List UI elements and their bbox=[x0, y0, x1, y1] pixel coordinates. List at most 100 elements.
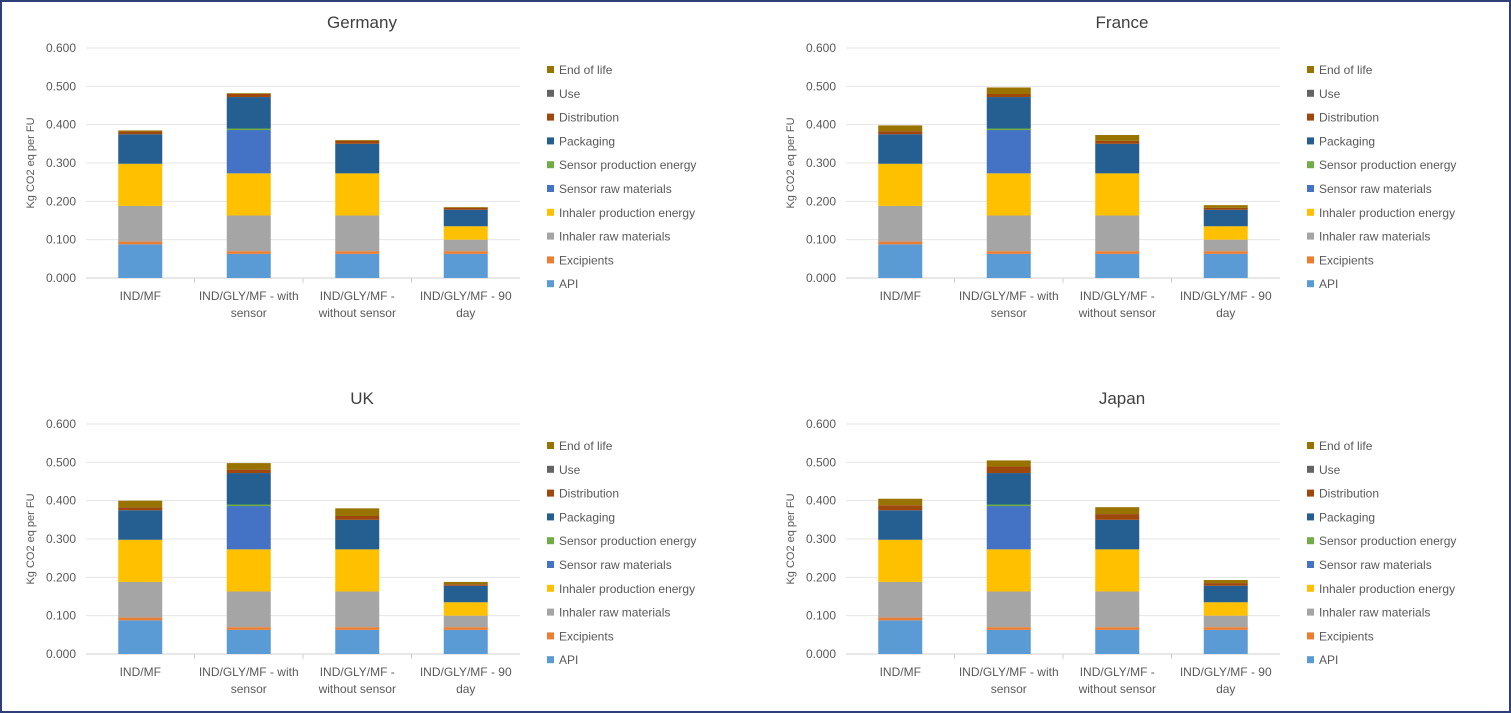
bar-segment-excipients bbox=[1203, 251, 1248, 254]
legend-label: Excipients bbox=[1319, 253, 1374, 267]
legend-label: End of life bbox=[559, 439, 613, 453]
x-tick-label: IND/MF bbox=[880, 665, 921, 679]
legend-swatch bbox=[547, 280, 554, 288]
bar-segment-inhaler-raw-materials bbox=[118, 581, 163, 618]
bar-segment-inhaler-production-energy bbox=[1203, 226, 1248, 240]
bar-segment-sensor-production-energy bbox=[986, 504, 1031, 507]
legend-item: Sensor raw materials bbox=[547, 558, 672, 572]
legend-label: Use bbox=[559, 463, 581, 477]
legend-label: End of life bbox=[1319, 63, 1373, 77]
bar-segment-excipients bbox=[118, 241, 163, 245]
y-tick-label: 0.600 bbox=[806, 41, 836, 55]
legend-label: Use bbox=[559, 87, 581, 101]
bar-segment-end-of-life bbox=[443, 207, 488, 208]
legend-item: Sensor production energy bbox=[1307, 158, 1456, 172]
legend-item: Distribution bbox=[547, 487, 619, 501]
bar-segment-inhaler-production-energy bbox=[878, 163, 923, 206]
chart-title: France bbox=[1096, 13, 1149, 32]
y-tick-label: 0.300 bbox=[46, 156, 76, 170]
legend-swatch bbox=[1307, 656, 1314, 664]
bar-segment-inhaler-raw-materials bbox=[118, 205, 163, 242]
legend-item: API bbox=[547, 653, 578, 667]
legend-swatch bbox=[547, 185, 554, 192]
bar-segment-distribution bbox=[443, 207, 488, 210]
bar-segment-end-of-life bbox=[986, 460, 1031, 467]
legend-label: Distribution bbox=[559, 111, 619, 125]
legend-swatch bbox=[1307, 137, 1314, 145]
bar-segment-inhaler-production-energy bbox=[986, 549, 1031, 592]
legend-item: Packaging bbox=[547, 134, 615, 148]
bar-segment-api bbox=[118, 244, 163, 278]
bar-segment-inhaler-raw-materials bbox=[878, 205, 923, 242]
legend-swatch bbox=[547, 465, 554, 473]
legend-swatch bbox=[1307, 89, 1314, 97]
legend-swatch bbox=[1307, 185, 1314, 192]
legend-item: Inhaler production energy bbox=[1307, 582, 1455, 596]
bar-segment-excipients bbox=[1095, 627, 1140, 630]
legend-label: Distribution bbox=[1319, 487, 1379, 501]
y-tick-label: 0.100 bbox=[806, 609, 836, 623]
bar-segment-api bbox=[118, 620, 163, 654]
bar-segment-distribution bbox=[1095, 514, 1140, 520]
legend-label: Inhaler raw materials bbox=[559, 230, 670, 244]
legend-swatch bbox=[1307, 632, 1314, 640]
legend-swatch bbox=[547, 608, 554, 616]
legend-label: Sensor production energy bbox=[559, 534, 696, 548]
bar-segment-packaging bbox=[1095, 519, 1140, 550]
y-tick-label: 0.400 bbox=[46, 118, 76, 132]
legend-item: Sensor raw materials bbox=[547, 182, 672, 196]
bar-segment-api bbox=[226, 629, 271, 654]
legend: End of life Use Distribution Packaging Senso… bbox=[547, 439, 696, 667]
legend-item: Distribution bbox=[547, 111, 619, 125]
legend-item: End of life bbox=[547, 63, 613, 77]
y-tick-label: 0.500 bbox=[46, 79, 76, 93]
legend-label: End of life bbox=[559, 63, 613, 77]
legend-item: End of life bbox=[547, 439, 613, 453]
bar-segment-distribution bbox=[118, 507, 163, 511]
bar-segment-inhaler-raw-materials bbox=[443, 615, 488, 628]
legend-item: Packaging bbox=[547, 510, 615, 524]
y-tick-label: 0.600 bbox=[46, 41, 76, 55]
legend-swatch bbox=[547, 232, 554, 240]
bar-segment-distribution bbox=[226, 94, 271, 98]
bar-segment-inhaler-raw-materials bbox=[1203, 615, 1248, 628]
bar-segment-inhaler-raw-materials bbox=[1203, 239, 1248, 252]
chart-title: UK bbox=[350, 389, 374, 408]
legend-label: Inhaler raw materials bbox=[1319, 230, 1430, 244]
bar-segment-inhaler-raw-materials bbox=[335, 215, 380, 252]
legend-swatch bbox=[1307, 465, 1314, 473]
bar-segment-inhaler-raw-materials bbox=[226, 215, 271, 252]
y-tick-label: 0.200 bbox=[806, 194, 836, 208]
legend-item: Sensor production energy bbox=[547, 534, 696, 548]
bar-segment-distribution bbox=[878, 131, 923, 135]
bar-segment-api bbox=[335, 253, 380, 278]
bar-segment-distribution bbox=[226, 469, 271, 474]
legend-item: Inhaler raw materials bbox=[1307, 230, 1430, 244]
bar-segment-distribution bbox=[1095, 140, 1140, 144]
legend-label: API bbox=[1319, 277, 1338, 291]
legend-item: Sensor raw materials bbox=[1307, 182, 1432, 196]
legend-item: End of life bbox=[1307, 63, 1373, 77]
bar-segment-inhaler-production-energy bbox=[226, 173, 271, 216]
legend-swatch bbox=[547, 89, 554, 97]
bar-segment-sensor-production-energy bbox=[226, 128, 271, 131]
y-tick-label: 0.400 bbox=[46, 494, 76, 508]
y-axis-label: Kg CO2 eq per FU bbox=[785, 117, 797, 208]
bar-segment-distribution bbox=[1203, 207, 1248, 210]
legend-label: Sensor raw materials bbox=[559, 558, 672, 572]
bar-segment-api bbox=[986, 253, 1031, 278]
bar-segment-packaging bbox=[1203, 585, 1248, 603]
x-tick-label: IND/GLY/MF - with sensor bbox=[199, 665, 299, 696]
x-tick-label: IND/MF bbox=[880, 289, 921, 303]
legend-label: Inhaler production energy bbox=[559, 206, 695, 220]
bar-segment-end-of-life bbox=[335, 140, 380, 141]
legend-swatch bbox=[547, 442, 554, 449]
bar-segment-packaging bbox=[878, 134, 923, 164]
legend-swatch bbox=[547, 161, 554, 169]
bar-segment-distribution bbox=[986, 466, 1031, 474]
y-tick-label: 0.600 bbox=[806, 417, 836, 431]
bar-segment-inhaler-production-energy bbox=[443, 602, 488, 616]
bar-segment-excipients bbox=[878, 617, 923, 621]
legend-swatch bbox=[1307, 208, 1314, 216]
bar-segment-end-of-life bbox=[986, 87, 1031, 94]
